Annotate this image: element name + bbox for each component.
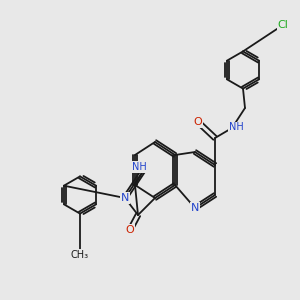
Text: NH: NH [229, 122, 243, 132]
Text: Cl: Cl [278, 20, 288, 30]
Text: N: N [191, 203, 199, 213]
Text: N: N [121, 193, 129, 203]
Text: NH: NH [132, 162, 147, 172]
Text: O: O [194, 117, 202, 127]
Text: CH₃: CH₃ [71, 250, 89, 260]
Text: O: O [126, 225, 134, 235]
